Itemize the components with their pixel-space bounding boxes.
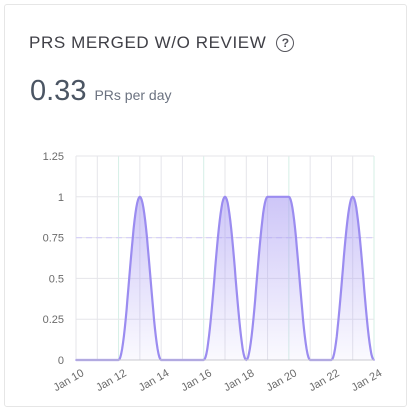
data-point xyxy=(224,196,226,198)
metric-summary: 0.33 PRs per day xyxy=(30,75,172,108)
x-tick-label: Jan 24 xyxy=(350,367,385,394)
y-tick-label: 0.75 xyxy=(43,233,64,245)
x-tick-label: Jan 22 xyxy=(307,367,342,394)
x-tick-label: Jan 16 xyxy=(179,367,214,394)
card-title: PRS MERGED W/O REVIEW xyxy=(29,33,267,52)
x-tick-label: Jan 20 xyxy=(264,367,299,394)
y-tick-label: 0.5 xyxy=(49,273,64,285)
y-tick-label: 1.25 xyxy=(43,151,64,163)
y-tick-label: 0 xyxy=(58,355,64,367)
question-circle-icon[interactable]: ? xyxy=(276,34,295,52)
data-point xyxy=(139,196,141,198)
metric-unit: PRs per day xyxy=(94,87,172,103)
y-tick-label: 1 xyxy=(58,192,64,204)
series-area xyxy=(76,196,374,360)
data-point xyxy=(288,196,290,198)
metric-value: 0.33 xyxy=(30,75,87,107)
x-tick-label: Jan 18 xyxy=(222,367,257,394)
data-point xyxy=(266,196,269,198)
y-tick-label: 0.25 xyxy=(43,314,64,326)
card-header: PRS MERGED W/O REVIEW ? xyxy=(29,33,295,53)
metric-card: PRS MERGED W/O REVIEW ? 0.33 PRs per day xyxy=(4,4,407,407)
x-tick-label: Jan 12 xyxy=(94,367,129,394)
x-tick-label: Jan 10 xyxy=(52,367,87,394)
x-tick-label: Jan 14 xyxy=(137,367,172,394)
data-point xyxy=(351,196,354,198)
